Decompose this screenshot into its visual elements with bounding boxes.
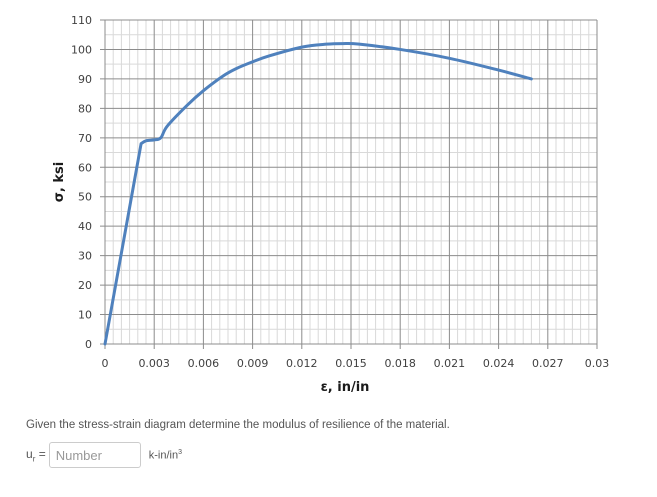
x-axis-ticks: 0 0.003 0.006 0.009 0.012 0.015 0.018 0.021 0.02… <box>102 357 610 370</box>
x-tick-label: 0.03 <box>585 357 610 370</box>
units-exponent: 3 <box>178 448 182 456</box>
x-tick-label: 0 <box>102 357 109 370</box>
x-tick-label: 0.003 <box>138 357 170 370</box>
y-tick-label: 40 <box>78 220 92 233</box>
x-tick-label: 0.015 <box>335 357 367 370</box>
answer-input[interactable] <box>48 442 141 468</box>
answer-row: ur = k-in/in3 <box>26 441 182 469</box>
x-tick-label: 0.024 <box>483 357 515 370</box>
answer-units: k-in/in3 <box>149 449 182 462</box>
x-tick-label: 0.006 <box>188 357 220 370</box>
y-axis-ticks: 0 10 20 30 40 50 60 70 80 90 100 110 <box>71 14 92 351</box>
units-base: k-in/in <box>148 449 179 462</box>
x-tick-label: 0.009 <box>237 357 269 370</box>
y-tick-label: 90 <box>78 73 92 86</box>
y-tick-label: 100 <box>71 43 92 56</box>
stress-strain-chart: 0 10 20 30 40 50 60 70 80 90 100 110 0 0.003 0.006 0.0… <box>52 14 610 395</box>
y-tick-label: 80 <box>78 102 92 115</box>
y-tick-label: 50 <box>78 191 92 204</box>
y-tick-label: 0 <box>85 338 92 351</box>
x-tick-label: 0.021 <box>434 357 466 370</box>
y-tick-label: 110 <box>71 14 92 27</box>
y-axis-label: σ, ksi <box>52 162 67 202</box>
question-text: Given the stress-strain diagram determin… <box>26 419 450 431</box>
equals-sign: = <box>38 446 46 461</box>
y-tick-label: 70 <box>78 132 92 145</box>
x-tick-label: 0.018 <box>384 357 416 370</box>
y-tick-label: 30 <box>78 250 92 263</box>
x-axis-label: ε, in/in <box>321 380 370 395</box>
stress-strain-curve <box>103 41 533 346</box>
y-tick-label: 20 <box>78 279 92 292</box>
y-tick-label: 10 <box>78 309 92 322</box>
variable-symbol: u <box>26 446 33 461</box>
major-gridlines <box>100 19 598 349</box>
variable-subscript: r <box>32 454 36 464</box>
y-tick-label: 60 <box>78 161 92 174</box>
answer-variable-label: ur = <box>26 447 46 463</box>
x-tick-label: 0.012 <box>286 357 318 370</box>
x-tick-label: 0.027 <box>532 357 564 370</box>
